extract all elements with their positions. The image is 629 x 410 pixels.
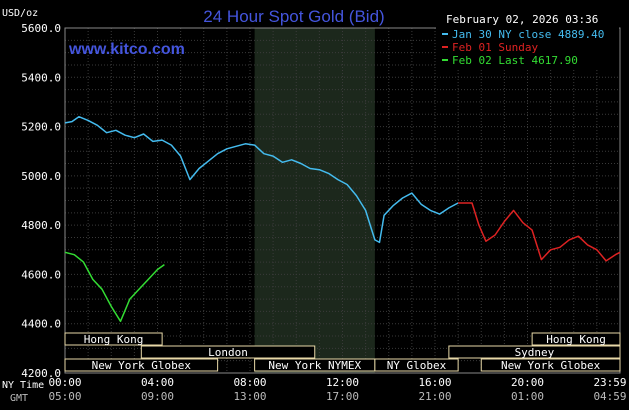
x-tick-label-gmt: 17:00 <box>326 390 359 403</box>
chart-timestamp: February 02, 2026 03:36 <box>446 13 598 26</box>
y-axis-unit-label: USD/oz <box>2 8 38 19</box>
market-session-label: New York Globex <box>92 359 192 372</box>
x-tick-label-ny: 04:00 <box>141 376 174 389</box>
plot-frame <box>64 27 621 374</box>
market-session-label: Hong Kong <box>546 333 606 346</box>
x-row-label-ny-time: NY Time <box>2 380 44 391</box>
x-tick-label-gmt: 01:00 <box>511 390 544 403</box>
y-tick-label: 5400.0 <box>21 71 61 84</box>
market-session-label: NY Globex <box>387 359 447 372</box>
legend-background <box>436 26 619 68</box>
market-session-box <box>448 345 621 359</box>
y-tick-label: 4400.0 <box>21 318 61 331</box>
market-session-label: New York Globex <box>501 359 601 372</box>
x-tick-label-ny: 12:00 <box>326 376 359 389</box>
series-line-2 <box>458 202 621 262</box>
x-tick-label-ny: 23:59 <box>593 376 626 389</box>
series-line-3 <box>64 251 165 323</box>
x-tick-label-gmt: 13:00 <box>233 390 266 403</box>
market-session-label: London <box>208 346 248 359</box>
x-tick-label-gmt: 05:00 <box>48 390 81 403</box>
market-session-box <box>480 358 621 372</box>
series-line-1 <box>64 115 459 244</box>
market-session-box <box>64 332 163 346</box>
market-session-label: New York NYMEX <box>268 359 361 372</box>
y-tick-label: 4200.0 <box>21 367 61 380</box>
y-tick-label: 5200.0 <box>21 121 61 134</box>
watermark-url: www.kitco.com <box>68 41 185 58</box>
chart-title: 24 Hour Spot Gold (Bid) <box>203 7 384 26</box>
legend: Jan 30 NY close 4889.40 Feb 01 Sunday Fe… <box>436 26 619 68</box>
y-tick-label: 5600.0 <box>21 22 61 35</box>
market-session-label: Hong Kong <box>84 333 144 346</box>
x-tick-label-ny: 00:00 <box>48 376 81 389</box>
legend-entry-jan30: Jan 30 NY close 4889.40 <box>452 28 604 41</box>
market-session-label: Sydney <box>515 346 555 359</box>
y-tick-label: 4800.0 <box>21 219 61 232</box>
x-row-label-gmt: GMT <box>10 393 28 404</box>
y-tick-label: 4600.0 <box>21 268 61 281</box>
legend-entry-feb02: Feb 02 Last 4617.90 <box>452 54 578 67</box>
x-tick-label-gmt: 09:00 <box>141 390 174 403</box>
x-tick-label-ny: 20:00 <box>511 376 544 389</box>
market-session-box <box>531 332 621 346</box>
y-tick-label: 5000.0 <box>21 170 61 183</box>
x-tick-label-ny: 08:00 <box>233 376 266 389</box>
legend-entry-feb01: Feb 01 Sunday <box>452 41 538 54</box>
market-session-box <box>140 345 316 359</box>
market-session-box <box>374 358 459 372</box>
x-tick-label-ny: 16:00 <box>418 376 451 389</box>
x-tick-label-gmt: 04:59 <box>593 390 626 403</box>
market-session-box <box>64 358 219 372</box>
x-tick-label-gmt: 21:00 <box>418 390 451 403</box>
